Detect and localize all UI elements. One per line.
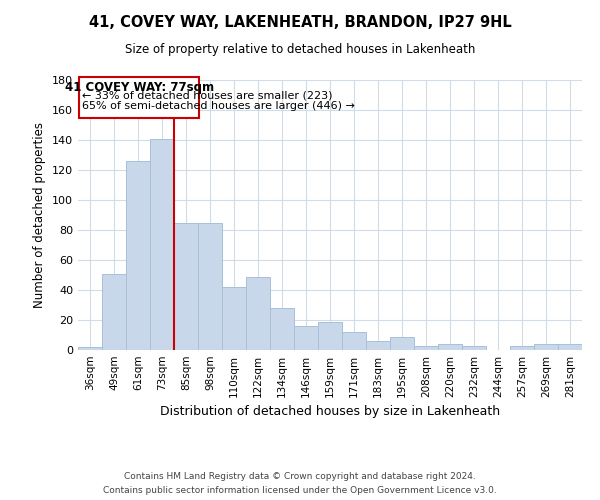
Bar xyxy=(78,347,102,350)
Bar xyxy=(294,326,318,350)
Bar xyxy=(270,308,294,350)
Text: Size of property relative to detached houses in Lakenheath: Size of property relative to detached ho… xyxy=(125,42,475,56)
Bar xyxy=(438,344,462,350)
Text: Contains HM Land Registry data © Crown copyright and database right 2024.: Contains HM Land Registry data © Crown c… xyxy=(124,472,476,481)
Bar xyxy=(462,346,486,350)
Text: 41, COVEY WAY, LAKENHEATH, BRANDON, IP27 9HL: 41, COVEY WAY, LAKENHEATH, BRANDON, IP27… xyxy=(89,15,511,30)
Bar xyxy=(126,161,150,350)
Bar xyxy=(246,276,270,350)
Bar xyxy=(390,336,414,350)
Bar xyxy=(198,222,222,350)
Y-axis label: Number of detached properties: Number of detached properties xyxy=(34,122,46,308)
Bar xyxy=(558,344,582,350)
Text: 65% of semi-detached houses are larger (446) →: 65% of semi-detached houses are larger (… xyxy=(82,101,355,111)
FancyBboxPatch shape xyxy=(79,77,199,118)
Bar xyxy=(102,274,126,350)
Bar xyxy=(510,346,534,350)
Bar xyxy=(222,287,246,350)
Text: 41 COVEY WAY: 77sqm: 41 COVEY WAY: 77sqm xyxy=(65,82,214,94)
X-axis label: Distribution of detached houses by size in Lakenheath: Distribution of detached houses by size … xyxy=(160,406,500,418)
Bar xyxy=(366,341,390,350)
Bar xyxy=(534,344,558,350)
Bar xyxy=(318,322,342,350)
Bar xyxy=(150,138,174,350)
Bar xyxy=(414,346,438,350)
Text: ← 33% of detached houses are smaller (223): ← 33% of detached houses are smaller (22… xyxy=(82,90,332,101)
Text: Contains public sector information licensed under the Open Government Licence v3: Contains public sector information licen… xyxy=(103,486,497,495)
Bar xyxy=(342,332,366,350)
Bar xyxy=(174,222,198,350)
